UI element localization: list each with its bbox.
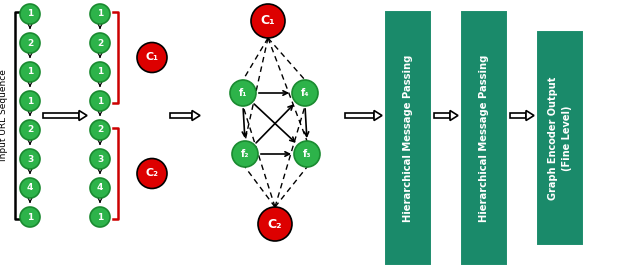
Circle shape bbox=[20, 149, 40, 169]
FancyBboxPatch shape bbox=[384, 10, 432, 266]
Polygon shape bbox=[79, 110, 87, 121]
Text: 1: 1 bbox=[27, 97, 33, 105]
Circle shape bbox=[90, 207, 110, 227]
Text: C₁: C₁ bbox=[260, 15, 275, 28]
Circle shape bbox=[20, 62, 40, 82]
Text: f₄: f₄ bbox=[301, 88, 309, 98]
Text: Hierarchical Message Passing: Hierarchical Message Passing bbox=[479, 54, 489, 222]
Text: 1: 1 bbox=[97, 68, 103, 76]
Text: f₁: f₁ bbox=[239, 88, 247, 98]
Text: 1: 1 bbox=[97, 9, 103, 18]
Text: Hierarchical Message Passing: Hierarchical Message Passing bbox=[403, 54, 413, 222]
Polygon shape bbox=[374, 110, 382, 121]
Text: f₂: f₂ bbox=[241, 149, 249, 159]
Text: 1: 1 bbox=[27, 9, 33, 18]
Circle shape bbox=[90, 4, 110, 24]
Bar bbox=[510, 113, 526, 118]
Text: 1: 1 bbox=[97, 97, 103, 105]
Circle shape bbox=[251, 4, 285, 38]
Polygon shape bbox=[192, 110, 200, 121]
Circle shape bbox=[90, 149, 110, 169]
Circle shape bbox=[20, 4, 40, 24]
Bar bbox=[345, 113, 374, 118]
Text: 1: 1 bbox=[27, 68, 33, 76]
Circle shape bbox=[90, 178, 110, 198]
Circle shape bbox=[90, 91, 110, 111]
Circle shape bbox=[294, 141, 320, 167]
Polygon shape bbox=[526, 110, 534, 121]
Text: 1: 1 bbox=[27, 213, 33, 222]
Circle shape bbox=[90, 62, 110, 82]
Circle shape bbox=[232, 141, 258, 167]
Circle shape bbox=[137, 158, 167, 189]
Bar bbox=[434, 113, 450, 118]
Text: 4: 4 bbox=[97, 184, 103, 192]
Circle shape bbox=[292, 80, 318, 106]
Circle shape bbox=[258, 207, 292, 241]
Text: 3: 3 bbox=[97, 155, 103, 163]
Text: 4: 4 bbox=[27, 184, 33, 192]
Circle shape bbox=[137, 43, 167, 73]
Circle shape bbox=[20, 91, 40, 111]
Bar bbox=[170, 113, 192, 118]
Text: 2: 2 bbox=[27, 126, 33, 134]
Bar bbox=[43, 113, 79, 118]
Text: C₂: C₂ bbox=[145, 169, 159, 179]
Polygon shape bbox=[450, 110, 458, 121]
FancyBboxPatch shape bbox=[536, 30, 584, 246]
Circle shape bbox=[20, 120, 40, 140]
Text: f₃: f₃ bbox=[303, 149, 311, 159]
Text: Graph Encoder Output
(Fine Level): Graph Encoder Output (Fine Level) bbox=[548, 76, 572, 200]
Text: 2: 2 bbox=[27, 38, 33, 47]
Circle shape bbox=[20, 207, 40, 227]
Text: C₁: C₁ bbox=[145, 52, 159, 62]
Circle shape bbox=[90, 33, 110, 53]
FancyBboxPatch shape bbox=[460, 10, 508, 266]
Text: 1: 1 bbox=[97, 213, 103, 222]
Text: C₂: C₂ bbox=[268, 217, 282, 230]
Text: 3: 3 bbox=[27, 155, 33, 163]
Circle shape bbox=[90, 120, 110, 140]
Text: 2: 2 bbox=[97, 38, 103, 47]
Circle shape bbox=[230, 80, 256, 106]
Circle shape bbox=[20, 178, 40, 198]
Text: Input URL Sequence: Input URL Sequence bbox=[0, 70, 8, 161]
Text: 2: 2 bbox=[97, 126, 103, 134]
Circle shape bbox=[20, 33, 40, 53]
